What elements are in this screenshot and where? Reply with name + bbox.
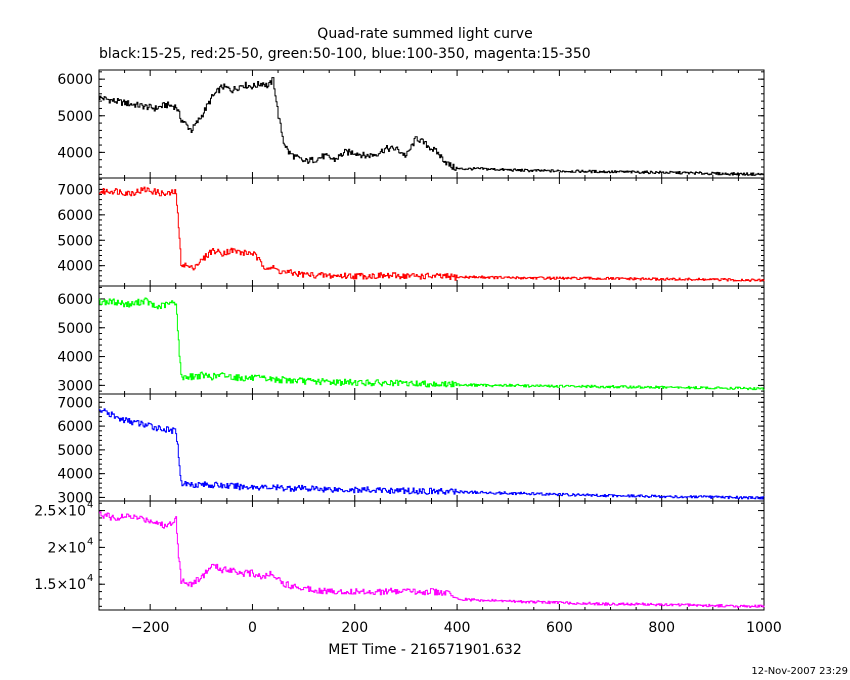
y-tick-label: 5000 bbox=[57, 321, 93, 337]
x-tick-label: 800 bbox=[648, 620, 675, 636]
panel-15-350: 1.5×10 42×10 42.5×10 4 bbox=[34, 500, 765, 611]
y-tick-label: 6000 bbox=[57, 208, 93, 224]
series-line-25-50 bbox=[99, 186, 765, 282]
series-line-15-25 bbox=[99, 77, 765, 176]
x-axis-label: MET Time - 216571901.632 bbox=[328, 642, 521, 658]
chart-title: Quad-rate summed light curve bbox=[317, 26, 532, 42]
timestamp: 12-Nov-2007 23:29 bbox=[751, 666, 848, 677]
y-tick-label: 5000 bbox=[57, 233, 93, 249]
y-tick-exponent: 4 bbox=[87, 536, 93, 547]
y-tick-label: 6000 bbox=[57, 72, 93, 88]
x-tick-label: 400 bbox=[444, 620, 471, 636]
panel-frame bbox=[98, 177, 765, 287]
y-tick-label: 4000 bbox=[57, 259, 93, 275]
y-tick-label: 6000 bbox=[57, 419, 93, 435]
chart-subtitle: black:15-25, red:25-50, green:50-100, bl… bbox=[99, 46, 591, 62]
panel-15-25: 4000 5000 6000 bbox=[57, 69, 765, 179]
y-tick-exponent: 4 bbox=[87, 573, 93, 584]
panel-frame bbox=[98, 393, 765, 502]
y-tick-label: 2×10 bbox=[48, 540, 86, 556]
panels-group: 4000500060004000500060007000300040005000… bbox=[34, 69, 782, 636]
y-tick-label: 5000 bbox=[57, 443, 93, 459]
panel-frame bbox=[98, 69, 765, 179]
panel-frame bbox=[98, 500, 765, 611]
y-tick-label: 4000 bbox=[57, 350, 93, 366]
y-tick-label: 5000 bbox=[57, 109, 93, 125]
x-tick-label: 200 bbox=[341, 620, 368, 636]
y-tick-label: 3000 bbox=[57, 490, 93, 506]
y-tick-label: 2.5×10 bbox=[34, 504, 86, 520]
y-tick-exponent: 4 bbox=[87, 500, 93, 511]
x-tick-label: 600 bbox=[546, 620, 573, 636]
series-line-15-350 bbox=[99, 511, 765, 609]
panel-100-350: 3000 4000 5000 6000 7000 bbox=[57, 393, 765, 506]
y-tick-label: 4000 bbox=[57, 145, 93, 161]
series-line-50-100 bbox=[99, 297, 765, 391]
series-line-100-350 bbox=[99, 408, 765, 500]
y-tick-label: 6000 bbox=[57, 292, 93, 308]
x-tick-label: 0 bbox=[248, 620, 257, 636]
panel-frame bbox=[98, 285, 765, 395]
y-tick-label: 1.5×10 bbox=[34, 577, 86, 593]
y-tick-label: 7000 bbox=[57, 182, 93, 198]
panel-50-100: 3000 4000 5000 6000 bbox=[57, 285, 765, 395]
x-tick-label: 1000 bbox=[746, 620, 782, 636]
panel-25-50: 4000 5000 6000 7000 bbox=[57, 177, 765, 287]
y-tick-label: 4000 bbox=[57, 467, 93, 483]
y-tick-label: 3000 bbox=[57, 378, 93, 394]
y-tick-label: 7000 bbox=[57, 395, 93, 411]
x-tick-label: −200 bbox=[131, 620, 169, 636]
